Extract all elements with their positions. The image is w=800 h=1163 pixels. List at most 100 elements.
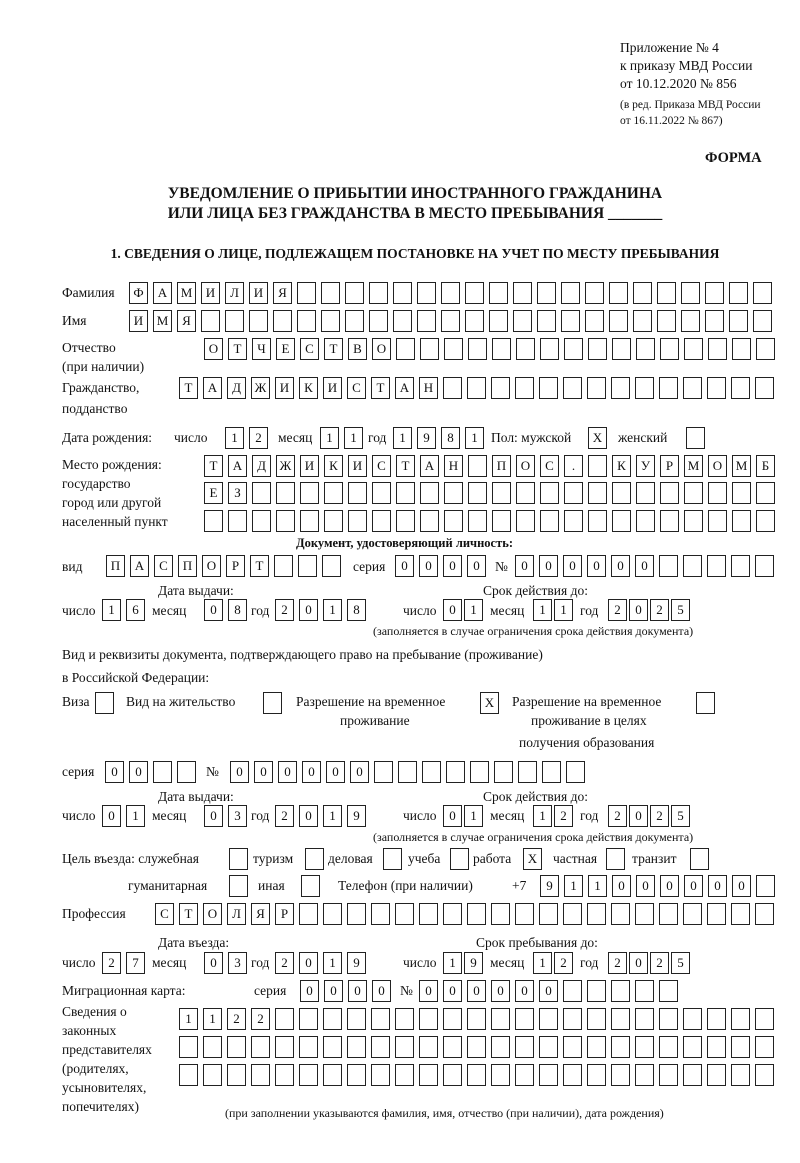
char-cell[interactable]: А bbox=[420, 455, 439, 477]
char-cell[interactable] bbox=[383, 848, 402, 870]
char-cell[interactable]: И bbox=[249, 282, 268, 304]
char-cell[interactable]: И bbox=[129, 310, 148, 332]
char-cell[interactable] bbox=[446, 761, 465, 783]
char-cell[interactable] bbox=[393, 282, 412, 304]
char-cell[interactable]: 2 bbox=[275, 599, 294, 621]
char-cell[interactable] bbox=[298, 555, 317, 577]
char-cell[interactable]: 0 bbox=[635, 555, 654, 577]
char-cell[interactable] bbox=[229, 848, 248, 870]
char-cell[interactable] bbox=[683, 903, 702, 925]
char-cell[interactable] bbox=[756, 510, 775, 532]
char-cell[interactable] bbox=[422, 761, 441, 783]
char-cell[interactable] bbox=[587, 980, 606, 1002]
char-cell[interactable] bbox=[563, 980, 582, 1002]
char-cell[interactable] bbox=[633, 310, 652, 332]
char-cell[interactable]: 9 bbox=[347, 952, 366, 974]
char-cell[interactable] bbox=[323, 903, 342, 925]
char-cell[interactable] bbox=[515, 1064, 534, 1086]
char-cell[interactable] bbox=[491, 1064, 510, 1086]
char-cell[interactable] bbox=[635, 1036, 654, 1058]
char-cell[interactable] bbox=[371, 1008, 390, 1030]
char-cell[interactable]: Т bbox=[250, 555, 269, 577]
char-cell[interactable] bbox=[420, 510, 439, 532]
char-cell[interactable]: Т bbox=[371, 377, 390, 399]
char-cell[interactable] bbox=[513, 310, 532, 332]
char-cell[interactable] bbox=[153, 761, 172, 783]
char-cell[interactable] bbox=[491, 1036, 510, 1058]
char-cell[interactable] bbox=[372, 482, 391, 504]
char-cell[interactable] bbox=[252, 510, 271, 532]
char-cell[interactable]: 0 bbox=[204, 599, 223, 621]
char-cell[interactable]: Ч bbox=[252, 338, 271, 360]
char-cell[interactable]: 2 bbox=[251, 1008, 270, 1030]
char-cell[interactable]: Д bbox=[227, 377, 246, 399]
char-cell[interactable]: О bbox=[372, 338, 391, 360]
char-cell[interactable]: Ж bbox=[251, 377, 270, 399]
char-cell[interactable]: Т bbox=[179, 377, 198, 399]
char-cell[interactable] bbox=[537, 282, 556, 304]
char-cell[interactable] bbox=[732, 510, 751, 532]
char-cell[interactable]: О bbox=[203, 903, 222, 925]
char-cell[interactable] bbox=[371, 903, 390, 925]
char-cell[interactable] bbox=[396, 482, 415, 504]
char-cell[interactable]: 0 bbox=[443, 599, 462, 621]
char-cell[interactable] bbox=[323, 1008, 342, 1030]
char-cell[interactable] bbox=[690, 848, 709, 870]
char-cell[interactable] bbox=[707, 1036, 726, 1058]
char-cell[interactable] bbox=[95, 692, 114, 714]
char-cell[interactable]: 0 bbox=[515, 555, 534, 577]
char-cell[interactable] bbox=[273, 310, 292, 332]
char-cell[interactable] bbox=[708, 338, 727, 360]
char-cell[interactable]: 0 bbox=[419, 980, 438, 1002]
char-cell[interactable]: 1 bbox=[464, 599, 483, 621]
char-cell[interactable]: 0 bbox=[539, 980, 558, 1002]
char-cell[interactable]: 0 bbox=[102, 805, 121, 827]
char-cell[interactable]: 0 bbox=[129, 761, 148, 783]
char-cell[interactable] bbox=[348, 510, 367, 532]
char-cell[interactable] bbox=[515, 377, 534, 399]
char-cell[interactable]: 1 bbox=[465, 427, 484, 449]
char-cell[interactable] bbox=[635, 377, 654, 399]
char-cell[interactable] bbox=[657, 282, 676, 304]
char-cell[interactable]: Я bbox=[177, 310, 196, 332]
char-cell[interactable] bbox=[731, 1036, 750, 1058]
char-cell[interactable] bbox=[470, 761, 489, 783]
char-cell[interactable] bbox=[683, 377, 702, 399]
char-cell[interactable]: 0 bbox=[204, 805, 223, 827]
char-cell[interactable] bbox=[561, 282, 580, 304]
char-cell[interactable] bbox=[201, 310, 220, 332]
char-cell[interactable]: В bbox=[348, 338, 367, 360]
char-cell[interactable]: А bbox=[203, 377, 222, 399]
char-cell[interactable]: 0 bbox=[204, 952, 223, 974]
char-cell[interactable] bbox=[467, 1008, 486, 1030]
char-cell[interactable] bbox=[540, 482, 559, 504]
char-cell[interactable]: 2 bbox=[275, 805, 294, 827]
char-cell[interactable] bbox=[731, 1064, 750, 1086]
char-cell[interactable]: 8 bbox=[347, 599, 366, 621]
char-cell[interactable]: 0 bbox=[660, 875, 679, 897]
char-cell[interactable] bbox=[345, 282, 364, 304]
char-cell[interactable]: 5 bbox=[671, 805, 690, 827]
char-cell[interactable]: 2 bbox=[650, 952, 669, 974]
char-cell[interactable] bbox=[275, 1036, 294, 1058]
char-cell[interactable] bbox=[443, 1008, 462, 1030]
char-cell[interactable]: 1 bbox=[102, 599, 121, 621]
char-cell[interactable] bbox=[393, 310, 412, 332]
char-cell[interactable] bbox=[537, 310, 556, 332]
char-cell[interactable] bbox=[611, 377, 630, 399]
char-cell[interactable] bbox=[323, 1036, 342, 1058]
char-cell[interactable] bbox=[518, 761, 537, 783]
char-cell[interactable] bbox=[612, 482, 631, 504]
char-cell[interactable]: Д bbox=[252, 455, 271, 477]
char-cell[interactable] bbox=[588, 510, 607, 532]
char-cell[interactable]: Т bbox=[324, 338, 343, 360]
char-cell[interactable] bbox=[396, 510, 415, 532]
char-cell[interactable] bbox=[681, 310, 700, 332]
char-cell[interactable] bbox=[755, 903, 774, 925]
char-cell[interactable]: 2 bbox=[608, 805, 627, 827]
char-cell[interactable] bbox=[585, 282, 604, 304]
char-cell[interactable]: 1 bbox=[126, 805, 145, 827]
char-cell[interactable]: Л bbox=[225, 282, 244, 304]
char-cell[interactable] bbox=[297, 310, 316, 332]
char-cell[interactable] bbox=[611, 1064, 630, 1086]
